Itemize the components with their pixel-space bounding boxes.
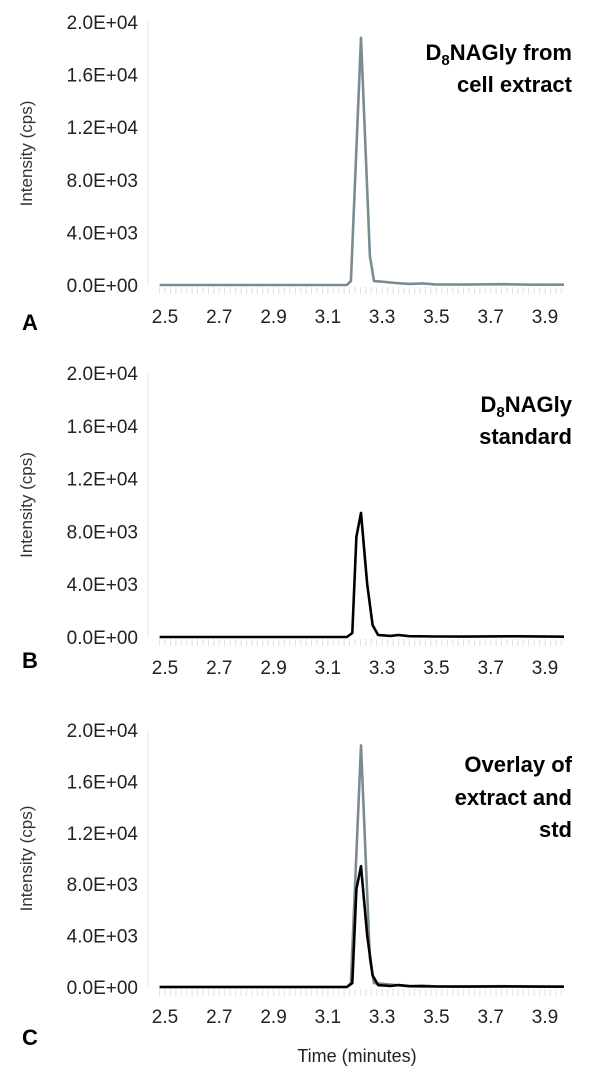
x-tick-label: 3.5 — [423, 307, 449, 328]
panel-label: B — [22, 648, 38, 673]
panel-title-line: Overlay of — [464, 752, 572, 777]
panel-title-line: extract and — [455, 785, 572, 810]
x-tick-label: 3.7 — [478, 1007, 504, 1028]
panel-title-line: D8NAGly from — [426, 40, 572, 69]
x-axis-title: Time (minutes) — [297, 1046, 416, 1066]
panel-title-line: standard — [479, 424, 572, 449]
x-tick-label: 2.9 — [260, 658, 286, 679]
x-tick-label: 3.3 — [369, 658, 395, 679]
x-tick-label: 2.7 — [206, 307, 232, 328]
y-tick-label: 1.6E+04 — [67, 417, 139, 438]
x-tick-label: 2.9 — [260, 307, 286, 328]
x-tick-label: 3.9 — [532, 307, 558, 328]
y-axis-title: Intensity (cps) — [17, 806, 36, 912]
series-line-extract — [159, 36, 564, 287]
y-tick-label: 8.0E+03 — [67, 171, 138, 192]
x-tick-label: 3.9 — [532, 658, 558, 679]
y-tick-label: 1.6E+04 — [67, 66, 139, 87]
x-tick-label: 2.5 — [152, 658, 178, 679]
chart-panel-c: 0.0E+00 4.0E+03 8.0E+03 1.2E+04 1.6E+04 2.0E+… — [17, 721, 573, 1066]
x-tick-label: 3.3 — [369, 307, 395, 328]
panel-label: C — [22, 1025, 38, 1050]
series-line-standard — [159, 864, 565, 989]
chart-panel-a: 0.0E+00 4.0E+03 8.0E+03 1.2E+04 1.6E+04 2.0E+… — [17, 13, 573, 335]
y-tick-label: 0.0E+00 — [67, 628, 138, 649]
y-tick-label: 1.2E+04 — [67, 118, 139, 139]
y-tick-label: 4.0E+03 — [67, 575, 138, 596]
x-tick-label: 3.7 — [478, 658, 504, 679]
y-axis-title: Intensity (cps) — [17, 101, 36, 207]
y-axis-title: Intensity (cps) — [17, 452, 36, 558]
y-tick-label: 0.0E+00 — [67, 978, 138, 999]
y-tick-label: 2.0E+04 — [67, 721, 139, 742]
x-tick-label: 3.3 — [369, 1007, 395, 1028]
panel-label: A — [22, 310, 38, 335]
y-tick-label: 8.0E+03 — [67, 522, 138, 543]
x-tick-label: 3.1 — [315, 1007, 341, 1028]
x-tick-label: 3.1 — [315, 658, 341, 679]
series-line-standard — [159, 511, 565, 639]
x-tick-label: 2.5 — [152, 1007, 178, 1028]
x-tick-label: 3.5 — [423, 1007, 449, 1028]
y-tick-label: 1.6E+04 — [67, 772, 139, 793]
x-tick-label: 2.7 — [206, 658, 232, 679]
x-tick-label: 3.5 — [423, 658, 449, 679]
y-tick-label: 2.0E+04 — [67, 13, 139, 34]
y-tick-label: 0.0E+00 — [67, 276, 138, 297]
x-tick-label: 2.7 — [206, 1007, 232, 1028]
x-tick-label: 3.7 — [478, 307, 504, 328]
panel-title-line: std — [539, 817, 572, 842]
panel-title-line: cell extract — [457, 72, 573, 97]
y-tick-label: 4.0E+03 — [67, 223, 138, 244]
y-tick-label: 2.0E+04 — [67, 364, 139, 385]
x-tick-label: 2.5 — [152, 307, 178, 328]
y-tick-label: 8.0E+03 — [67, 875, 138, 896]
x-tick-label: 2.9 — [260, 1007, 286, 1028]
x-tick-label: 3.1 — [315, 307, 341, 328]
chart-panel-b: 0.0E+00 4.0E+03 8.0E+03 1.2E+04 1.6E+04 2.0E+… — [17, 364, 573, 679]
y-tick-label: 4.0E+03 — [67, 927, 138, 948]
panel-title-line: D8NAGly — [481, 392, 573, 421]
y-tick-label: 1.2E+04 — [67, 824, 139, 845]
y-tick-label: 1.2E+04 — [67, 470, 139, 491]
x-tick-label: 3.9 — [532, 1007, 558, 1028]
